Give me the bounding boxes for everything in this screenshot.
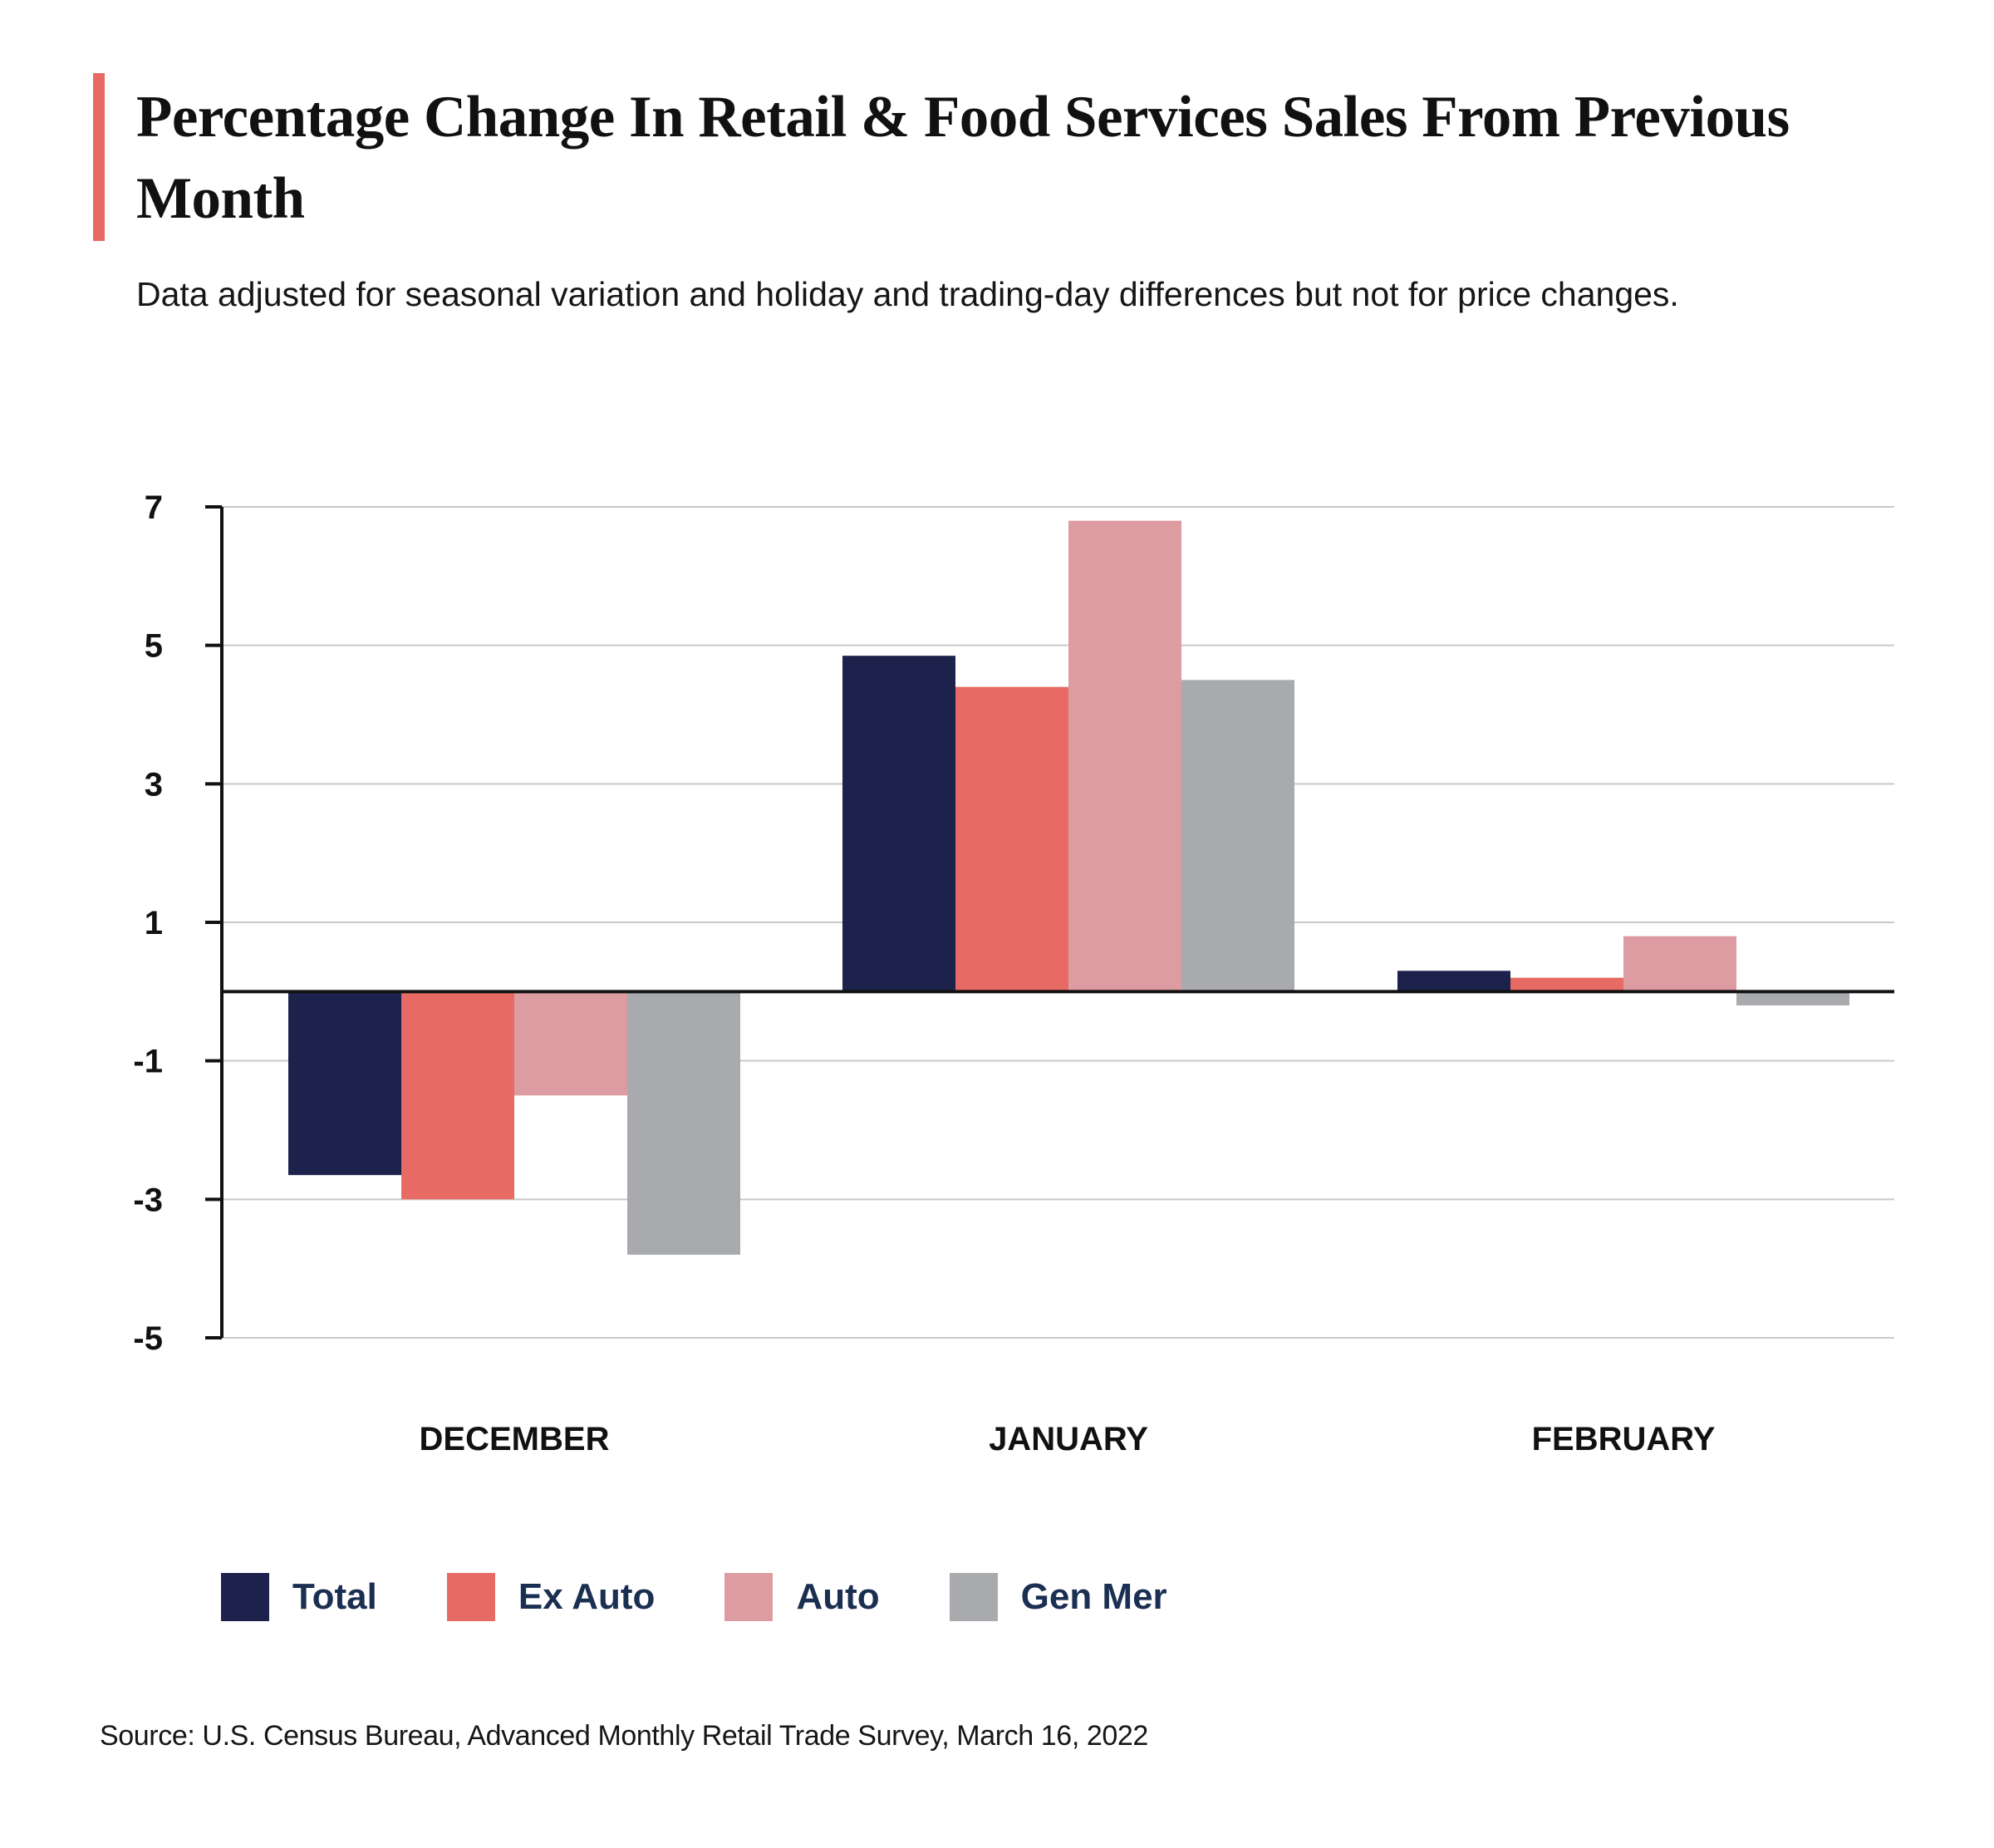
- bar-ex-auto-february: [1510, 977, 1623, 992]
- y-tick-label: 3: [145, 766, 163, 803]
- bar-auto-january: [1068, 520, 1181, 992]
- y-tick-label: -1: [133, 1044, 163, 1080]
- legend-item: Gen Mer: [949, 1573, 1167, 1621]
- bar-gen-mer-february: [1736, 991, 1849, 1005]
- y-tick-label: 5: [145, 628, 163, 665]
- bar-auto-december: [514, 991, 627, 1096]
- bar-gen-mer-january: [1181, 680, 1294, 992]
- x-category-label: DECEMBER: [420, 1421, 610, 1457]
- title-accent-bar: [93, 73, 105, 241]
- y-tick-label: 1: [145, 905, 163, 941]
- bar-total-february: [1397, 971, 1510, 992]
- legend-item: Auto: [724, 1573, 880, 1621]
- legend-swatch: [949, 1573, 998, 1621]
- legend-swatch: [221, 1573, 269, 1621]
- legend-label: Gen Mer: [1020, 1576, 1167, 1617]
- legend-label: Total: [292, 1576, 377, 1617]
- legend-swatch: [446, 1573, 495, 1621]
- bar-chart: 7 5 3 1 -1 -3 -5 DECEMBER JANUARY FEBRUARY: [133, 489, 1894, 1457]
- y-tick-label: -5: [133, 1320, 163, 1357]
- bar-gen-mer-december: [627, 991, 740, 1255]
- chart-subtitle: Data adjusted for seasonal variation and…: [136, 275, 1679, 313]
- chart-legend: Total Ex Auto Auto Gen Mer: [221, 1570, 1237, 1624]
- legend-label: Ex Auto: [518, 1576, 656, 1617]
- bar-total-december: [288, 991, 401, 1176]
- y-tick-label: 7: [145, 489, 163, 526]
- legend-item: Total: [221, 1573, 377, 1621]
- bar-ex-auto-december: [401, 991, 514, 1200]
- source-note: Source: U.S. Census Bureau, Advanced Mon…: [100, 1720, 1148, 1752]
- x-category-label: FEBRUARY: [1532, 1421, 1716, 1457]
- chart-title: Percentage Change In Retail & Food Servi…: [136, 85, 1790, 231]
- bar-total-january: [842, 656, 955, 992]
- bar-auto-february: [1623, 936, 1736, 992]
- legend-item: Ex Auto: [446, 1573, 656, 1621]
- legend-label: Auto: [796, 1576, 880, 1617]
- y-tick-label: -3: [133, 1182, 163, 1218]
- bar-ex-auto-january: [955, 686, 1068, 992]
- x-category-label: JANUARY: [989, 1421, 1148, 1457]
- legend-swatch: [724, 1573, 774, 1621]
